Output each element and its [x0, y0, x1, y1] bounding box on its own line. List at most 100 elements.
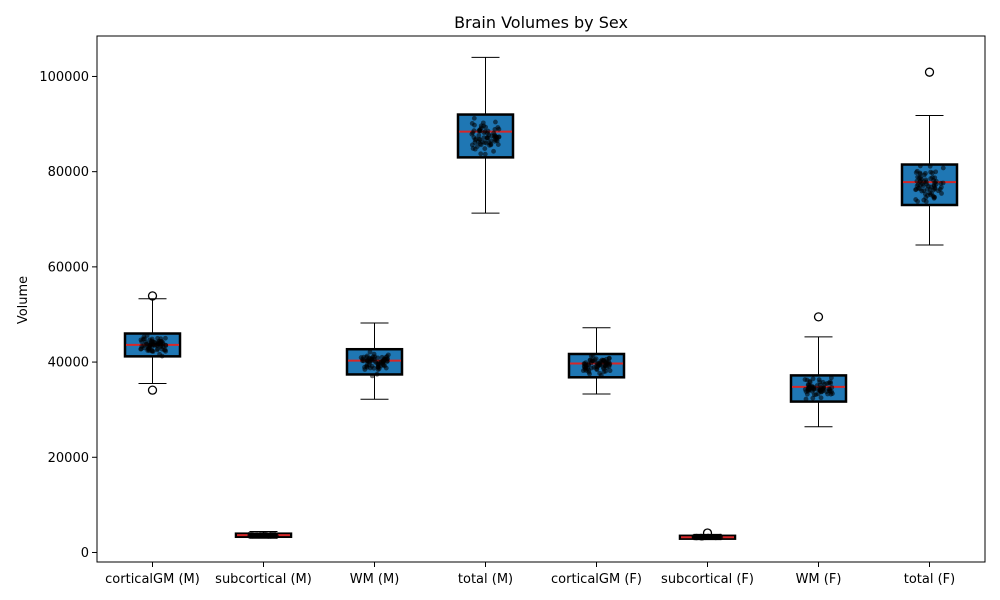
y-tick-label: 100000	[39, 70, 89, 85]
box-group	[567, 327, 626, 395]
data-point	[594, 366, 599, 372]
data-point	[913, 197, 919, 202]
data-point	[607, 368, 613, 374]
box-group	[789, 312, 848, 428]
data-point	[482, 151, 488, 157]
data-point	[249, 533, 255, 539]
data-point	[483, 124, 488, 130]
data-point	[818, 395, 824, 401]
data-point	[915, 182, 921, 188]
data-point	[159, 346, 165, 352]
data-point	[927, 163, 933, 169]
data-point	[157, 351, 162, 357]
y-tick-label: 80000	[48, 165, 89, 180]
data-point	[939, 191, 944, 196]
data-point	[913, 186, 919, 192]
y-tick-label: 20000	[48, 451, 89, 466]
data-point	[138, 346, 144, 352]
data-point	[829, 385, 835, 390]
data-point	[932, 185, 938, 191]
x-axis: corticalGM (M) subcortical (M) WM (M) total…	[105, 562, 955, 587]
data-point	[602, 362, 608, 368]
data-point	[380, 362, 386, 368]
data-point	[928, 169, 934, 175]
data-point	[937, 186, 943, 192]
data-point	[478, 151, 484, 157]
data-point	[476, 133, 482, 138]
data-point	[482, 140, 488, 145]
data-point	[917, 186, 923, 192]
data-point	[384, 358, 390, 364]
data-point	[495, 142, 501, 147]
data-point	[138, 337, 144, 343]
data-point	[803, 396, 809, 402]
data-point	[917, 170, 923, 176]
data-point	[692, 535, 698, 541]
data-point	[496, 126, 502, 132]
data-point	[718, 535, 724, 541]
data-point	[923, 195, 929, 201]
x-tick-label: subcortical (F)	[661, 572, 754, 587]
data-point	[494, 135, 500, 141]
data-point	[478, 142, 484, 148]
data-point	[485, 128, 491, 134]
data-point	[924, 186, 930, 192]
data-point	[927, 190, 933, 196]
y-tick-label: 40000	[48, 356, 89, 371]
data-point	[263, 532, 269, 538]
data-point	[472, 140, 478, 145]
data-point	[922, 191, 928, 197]
data-point	[923, 179, 929, 185]
data-point	[379, 354, 385, 360]
data-point	[491, 148, 496, 154]
data-point	[491, 130, 497, 136]
data-point	[583, 363, 589, 369]
data-point	[142, 345, 147, 351]
data-point	[828, 380, 834, 386]
box-group	[900, 67, 959, 246]
x-tick-label: corticalGM (M)	[105, 572, 200, 587]
data-point	[607, 362, 612, 368]
x-tick-label: WM (M)	[350, 572, 400, 587]
x-tick-label: total (M)	[458, 572, 513, 587]
box-group	[678, 528, 737, 541]
data-point	[473, 136, 479, 142]
data-point	[385, 352, 391, 358]
data-point	[270, 533, 276, 538]
outlier-point	[147, 291, 158, 301]
data-point	[360, 358, 365, 364]
data-point	[813, 392, 819, 398]
data-point	[587, 371, 592, 377]
data-point	[586, 367, 592, 373]
y-axis: 0 20000 40000 60000 80000 100000	[39, 70, 97, 561]
data-point	[594, 360, 600, 366]
data-point	[928, 176, 934, 181]
data-point	[158, 336, 164, 342]
outlier-point	[813, 312, 824, 322]
data-point	[484, 136, 490, 141]
box-group	[345, 322, 404, 400]
outlier-point	[924, 67, 935, 77]
data-point	[375, 365, 381, 370]
data-point	[597, 370, 603, 376]
data-point	[931, 194, 937, 200]
x-tick-label: subcortical (M)	[215, 572, 312, 587]
data-point	[476, 128, 482, 134]
data-point	[364, 353, 370, 359]
data-point	[488, 142, 494, 148]
data-point	[810, 376, 816, 382]
data-point	[932, 175, 938, 181]
box-group	[234, 531, 293, 539]
data-point	[155, 341, 161, 347]
data-point	[923, 170, 928, 176]
data-point	[471, 115, 477, 121]
data-point	[817, 382, 823, 388]
x-tick-label: WM (F)	[796, 572, 842, 587]
outlier-point	[147, 385, 158, 395]
data-point	[493, 119, 498, 125]
data-point	[367, 349, 373, 355]
data-point	[606, 356, 612, 361]
outlier-point	[702, 528, 713, 538]
plot-area-frame	[96, 35, 986, 563]
